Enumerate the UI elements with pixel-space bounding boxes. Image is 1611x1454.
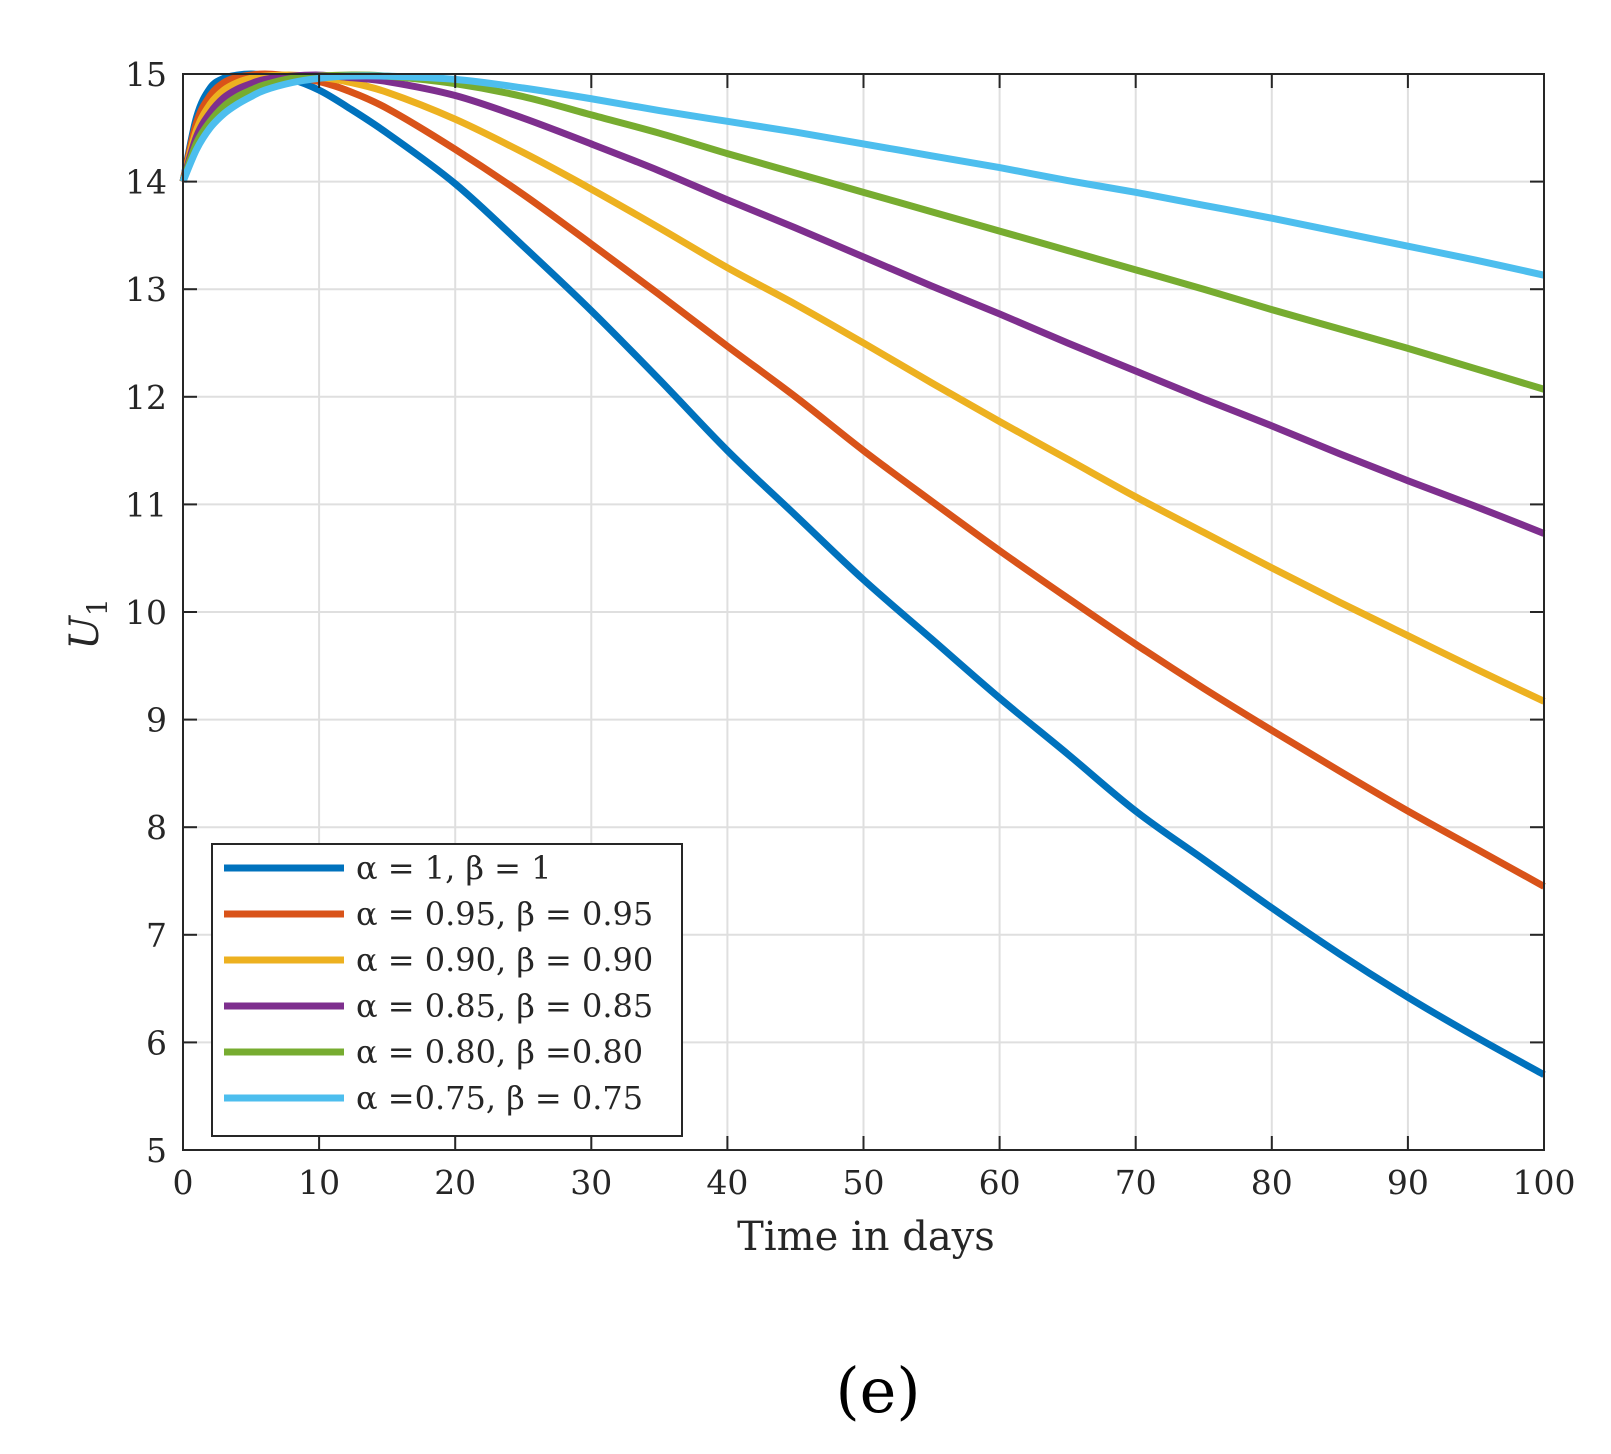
legend-label-4: α = 0.85, β = 0.85: [356, 987, 653, 1025]
legend-label-6: α =0.75, β = 0.75: [356, 1079, 643, 1117]
legend-box: [211, 843, 683, 1137]
y-tick-label: 5: [146, 1131, 167, 1170]
axis-ticks: 0 10 20 30 40 50 60 70 80 90 100 5 6 7 8 9 10 11 12 13 14 15: [125, 55, 1576, 1202]
series-line-5: [179, 71, 1546, 393]
y-axis-label-main: U: [62, 615, 108, 650]
x-tick-label: 40: [706, 1163, 748, 1202]
x-tick-label: 100: [1513, 1163, 1576, 1202]
y-axis-label: U1: [62, 598, 114, 650]
x-axis-label: Time in days: [737, 1214, 995, 1260]
legend-label-5: α = 0.80, β =0.80: [356, 1033, 643, 1071]
panel-label: (e): [835, 1354, 920, 1427]
y-tick-label: 11: [125, 485, 167, 524]
x-tick-label: 50: [843, 1163, 885, 1202]
legend-label-3: α = 0.90, β = 0.90: [356, 941, 653, 979]
y-tick-label: 14: [125, 163, 167, 202]
x-tick-label: 80: [1251, 1163, 1293, 1202]
series-line-4: [179, 71, 1546, 537]
y-tick-label: 15: [125, 55, 167, 94]
x-tick-label: 90: [1387, 1163, 1429, 1202]
legend-label-2: α = 0.95, β = 0.95: [356, 895, 653, 933]
x-tick-label: 70: [1115, 1163, 1157, 1202]
x-tick-label: 60: [979, 1163, 1021, 1202]
y-tick-label: 6: [146, 1023, 167, 1062]
legend-label-1: α = 1, β = 1: [356, 849, 551, 887]
x-tick-label: 20: [434, 1163, 476, 1202]
y-tick-label: 8: [146, 808, 167, 847]
legend-items: α = 1, β = 1 α = 0.95, β = 0.95 α = 0.90, …: [224, 849, 653, 1117]
series-line-6: [179, 72, 1545, 279]
y-tick-label: 13: [125, 270, 167, 309]
y-axis-label-subscript: 1: [81, 598, 114, 616]
y-tick-label: 7: [146, 916, 167, 955]
x-tick-label: 10: [298, 1163, 340, 1202]
y-tick-label: 10: [125, 593, 167, 632]
legend: α = 1, β = 1 α = 0.95, β = 0.95 α = 0.90, …: [211, 843, 683, 1137]
series-line-3: [179, 71, 1546, 705]
y-tick-label: 9: [146, 701, 167, 740]
y-tick-label: 12: [125, 378, 167, 417]
x-tick-label: 30: [570, 1163, 612, 1202]
x-tick-label: 0: [173, 1163, 194, 1202]
